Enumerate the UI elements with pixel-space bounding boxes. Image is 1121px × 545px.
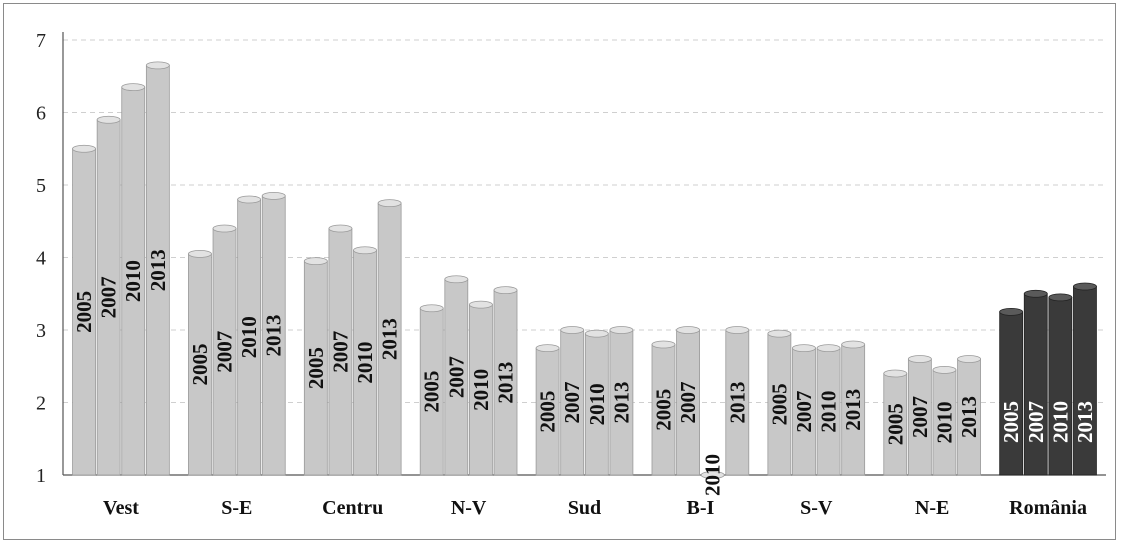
year-label: 2010	[353, 342, 377, 384]
bar-cap	[792, 344, 816, 353]
bar-cap	[493, 286, 518, 295]
y-tick-label: 3	[36, 320, 46, 342]
bar-cap	[816, 344, 841, 353]
y-tick-label: 1	[36, 465, 46, 487]
category-label: B-I	[686, 497, 714, 519]
bar-cap	[560, 326, 585, 334]
year-label: 2007	[97, 276, 121, 318]
bar-cap	[999, 307, 1024, 316]
bar-cap	[96, 115, 121, 124]
year-label: 2005	[536, 391, 560, 433]
category-label: Vest	[103, 497, 139, 519]
bar-cap	[584, 329, 609, 338]
year-label: 2007	[444, 356, 468, 398]
year-label: 2007	[560, 382, 584, 424]
bar-cap	[907, 355, 932, 363]
chart-frame: 1 2 3 4 5 6 7 Vest 2005 2007 2010 2013 S-E 2005 2007 20…	[3, 3, 1116, 540]
bar-cap	[883, 369, 908, 378]
category-label: Centru	[322, 497, 383, 519]
bar-cap	[1023, 289, 1048, 298]
year-label: 2013	[494, 362, 518, 404]
bar-cap	[535, 344, 560, 353]
year-label: 2013	[262, 314, 286, 356]
bar	[1073, 286, 1097, 476]
category-label: N-E	[915, 497, 949, 519]
year-label: 2007	[908, 396, 932, 438]
bar-cap	[957, 355, 981, 363]
year-label: 2005	[420, 371, 444, 413]
y-tick-label: 4	[36, 248, 46, 270]
bar-cap	[932, 365, 957, 374]
category-label: România	[1009, 497, 1087, 519]
category-label: N-V	[451, 497, 487, 519]
year-label: 2010	[817, 391, 841, 433]
bar-cap	[700, 471, 725, 479]
year-label: 2010	[469, 369, 493, 411]
bar-cap	[469, 300, 493, 309]
year-label: 2010	[585, 383, 609, 425]
year-label: 2005	[999, 401, 1023, 443]
bar-cap	[353, 246, 377, 255]
bar	[999, 311, 1024, 476]
bar-cap	[261, 191, 286, 200]
category-label: Sud	[568, 497, 601, 519]
year-label: 2005	[72, 291, 96, 333]
bar-cap	[237, 195, 262, 204]
year-label: 2007	[328, 331, 352, 373]
bar-cap	[651, 340, 676, 349]
year-label: 2005	[304, 347, 328, 389]
year-label: 2007	[676, 382, 700, 424]
bar-cap	[188, 249, 212, 258]
y-tick-label: 5	[36, 175, 46, 197]
bar	[1023, 293, 1048, 476]
bar-cap	[145, 61, 170, 70]
bar-cap	[212, 224, 237, 233]
y-tick-label: 2	[36, 393, 46, 415]
year-label: 2005	[883, 403, 907, 445]
bar	[1048, 296, 1073, 476]
bar-cap	[676, 326, 700, 334]
year-label: 2010	[121, 260, 145, 302]
year-label: 2013	[725, 382, 749, 424]
bar-cap	[609, 326, 634, 334]
bar-cap	[725, 326, 750, 334]
bar-cap	[841, 340, 866, 349]
y-tick-label: 7	[36, 30, 46, 52]
y-tick-label: 6	[36, 103, 46, 125]
year-label: 2013	[146, 249, 170, 291]
bar-cap	[303, 257, 328, 266]
bar-cap	[328, 224, 353, 233]
bar-cap	[767, 329, 792, 338]
bar-cap	[419, 304, 444, 313]
year-label: 2005	[767, 383, 791, 425]
year-label: 2005	[651, 389, 675, 431]
year-label: 2013	[841, 389, 865, 431]
category-label: S-E	[221, 497, 252, 519]
year-label: 2010	[701, 454, 725, 496]
year-label: 2007	[792, 391, 816, 433]
year-label: 2010	[932, 401, 956, 443]
year-label: 2007	[213, 331, 237, 373]
year-label: 2013	[1073, 401, 1097, 443]
year-label: 2013	[957, 396, 981, 438]
bar-cap	[377, 199, 402, 208]
category-label: S-V	[800, 497, 833, 519]
year-label: 2007	[1024, 401, 1048, 443]
year-label: 2013	[609, 382, 633, 424]
bar-cap	[1048, 293, 1073, 302]
year-label: 2005	[188, 343, 212, 385]
year-label: 2013	[378, 318, 402, 360]
year-label: 2010	[237, 316, 261, 358]
bar-cap	[444, 275, 469, 284]
bar-cap	[72, 144, 96, 153]
bar-cap	[1073, 282, 1097, 291]
year-label: 2010	[1048, 401, 1072, 443]
bar-cap	[121, 83, 146, 92]
